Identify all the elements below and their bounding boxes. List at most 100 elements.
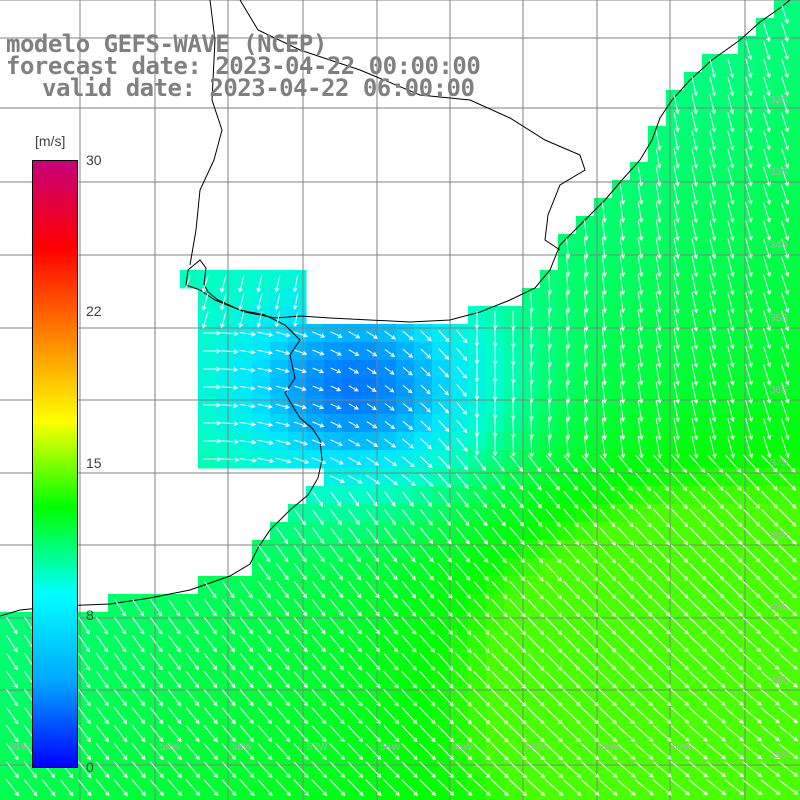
wind-arrow: [544, 598, 563, 618]
wind-arrow: [691, 292, 698, 314]
wind-arrow: [455, 616, 472, 636]
wind-arrow: [203, 652, 218, 671]
wind-arrow: [167, 742, 182, 761]
wind-arrow: [584, 436, 589, 459]
wind-arrow: [183, 274, 191, 294]
wind-arrow: [365, 724, 382, 743]
wind-arrow: [598, 779, 618, 796]
wind-arrow: [348, 385, 359, 392]
wind-arrow: [727, 382, 735, 405]
wind-arrow: [149, 778, 165, 797]
wind-arrow: [527, 490, 543, 509]
wind-arrow: [221, 403, 239, 408]
wind-arrow: [689, 454, 706, 473]
wind-arrow: [420, 402, 431, 413]
wind-arrow: [619, 418, 626, 441]
wind-arrow: [419, 634, 436, 653]
wind-arrow: [294, 367, 307, 374]
wind-arrow: [745, 40, 753, 61]
wind-arrow: [580, 779, 600, 796]
wind-arrow: [652, 580, 671, 599]
wind-arrow: [562, 724, 582, 743]
wind-arrow: [565, 436, 571, 459]
wind-arrow: [617, 454, 633, 473]
wind-arrow: [491, 508, 506, 527]
wind-arrow: [619, 346, 626, 368]
wind-arrow: [472, 670, 491, 689]
wind-arrow: [745, 130, 753, 151]
wind-arrow: [619, 364, 626, 386]
wind-arrow: [601, 382, 607, 404]
wind-arrow: [619, 382, 626, 404]
wind-arrow: [562, 562, 580, 582]
wind-arrow: [454, 706, 473, 725]
wind-arrow: [760, 472, 778, 491]
wind-arrow: [366, 438, 379, 447]
wind-arrow: [688, 598, 707, 617]
wind-arrow: [655, 238, 662, 260]
wind-arrow: [347, 652, 363, 671]
wind-arrow: [562, 706, 582, 725]
border-brazil: [239, 0, 586, 251]
wind-cell: [180, 792, 199, 800]
wind-arrow: [544, 778, 564, 796]
wind-arrow: [673, 112, 680, 133]
wind-arrow: [329, 634, 345, 653]
wind-arrow: [311, 527, 325, 544]
wind-arrow: [239, 616, 254, 635]
wind-arrow: [709, 364, 717, 386]
wind-arrow: [598, 742, 618, 760]
wind-arrow: [330, 491, 342, 507]
wind-arrow: [293, 742, 309, 761]
wind-arrow: [691, 346, 699, 368]
wind-arrow: [745, 328, 753, 350]
wind-arrow: [634, 724, 654, 742]
wind-arrow: [709, 399, 717, 423]
wind-arrow: [455, 491, 469, 508]
wind-arrow: [312, 509, 324, 526]
wind-arrow: [113, 778, 128, 797]
wind-arrow: [239, 670, 254, 689]
wind-arrow: [781, 4, 789, 25]
wind-arrow: [257, 652, 272, 671]
wind-arrow: [5, 761, 19, 779]
wind-arrow: [781, 130, 789, 151]
wind-arrow: [652, 598, 671, 617]
wind-arrow: [509, 472, 524, 491]
wind-arrow: [366, 421, 378, 429]
wind-arrow: [438, 330, 450, 343]
wind-arrow: [707, 472, 724, 491]
wind-arrow: [563, 544, 580, 564]
wind-arrow: [709, 94, 717, 115]
wind-arrow: [780, 417, 790, 441]
wind-arrow: [203, 724, 218, 743]
wind-arrow: [384, 367, 395, 375]
wind-arrow: [293, 580, 308, 599]
wind-arrow: [617, 508, 634, 528]
wind-arrow: [436, 760, 455, 779]
lat-label: 32S: [770, 95, 788, 106]
wind-arrow: [203, 384, 221, 390]
wind-arrow: [347, 527, 361, 544]
wind-arrow: [580, 742, 600, 761]
wind-arrow: [167, 724, 182, 743]
wind-arrow: [418, 742, 436, 761]
wind-arrow: [113, 706, 128, 725]
wind-arrow: [473, 634, 490, 654]
wind-cell: [792, 72, 800, 91]
wind-arrow: [778, 761, 799, 777]
wind-arrow: [778, 580, 798, 599]
wind-arrow: [419, 724, 436, 743]
wind-arrow: [617, 472, 633, 492]
wind-arrow: [383, 778, 400, 796]
wind-arrow: [671, 490, 688, 510]
wind-arrow: [760, 562, 779, 581]
wind-arrow: [781, 76, 789, 97]
wind-arrow: [401, 652, 417, 671]
wind-arrow: [652, 526, 671, 546]
wind-cell: [792, 18, 800, 37]
wind-arrow: [149, 616, 163, 635]
wind-arrow: [598, 724, 618, 743]
wind-arrow: [706, 526, 725, 546]
wind-arrow: [185, 742, 200, 761]
